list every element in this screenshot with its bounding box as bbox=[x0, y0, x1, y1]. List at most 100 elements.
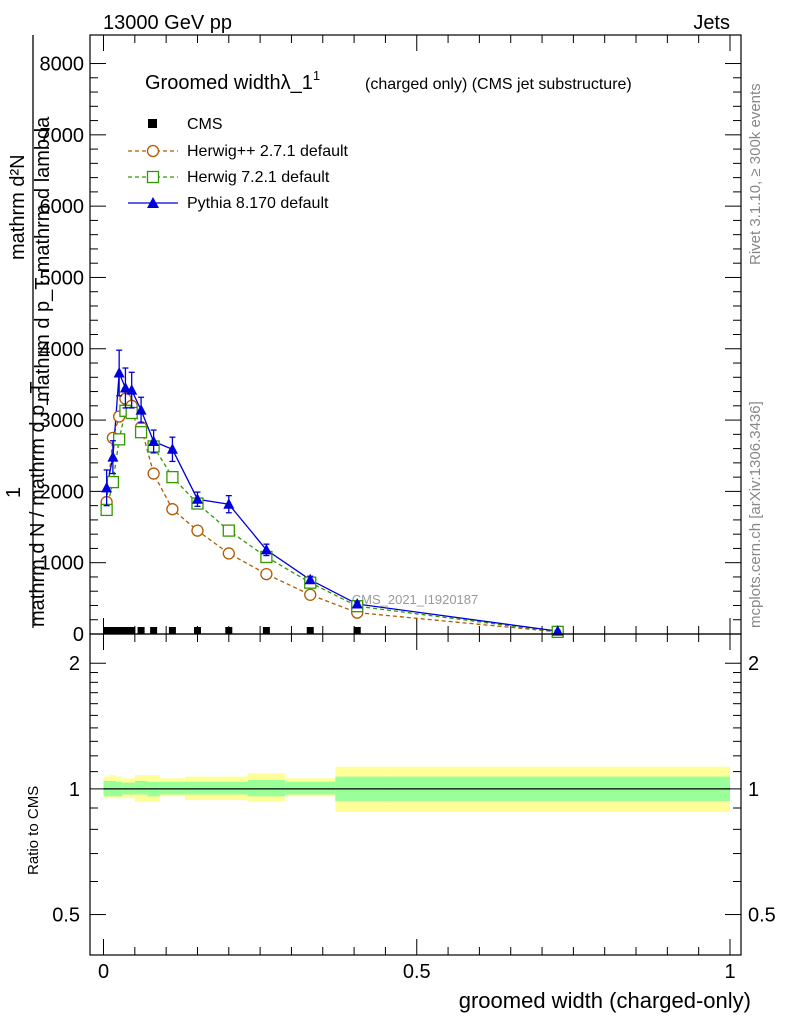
data-point-pythia bbox=[101, 481, 113, 493]
ratio-ticks: 0.5 0.5 1 1 2 2 0 0.5 1 bbox=[52, 634, 776, 983]
ratio-band-stat bbox=[285, 781, 336, 795]
data-point-cms bbox=[353, 627, 361, 634]
data-point-pythia bbox=[107, 451, 119, 462]
mcplots-label: mcplots.cern.ch [arXiv:1306.3436] bbox=[747, 401, 764, 628]
legend-marker-herwigpp bbox=[146, 144, 160, 158]
main-y-tick-label: 6000 bbox=[40, 196, 85, 218]
ratio-band-stat bbox=[247, 780, 286, 797]
data-point-herwig7 bbox=[125, 406, 138, 420]
main-y-tick-label: 5000 bbox=[40, 267, 85, 289]
data-point-cms bbox=[109, 627, 117, 634]
ratio-plot-frame bbox=[89, 633, 742, 956]
data-point-herwigpp bbox=[166, 503, 179, 516]
ratio-band-stat bbox=[210, 781, 248, 795]
data-point-cms bbox=[225, 627, 233, 634]
data-point-pythia bbox=[191, 493, 203, 504]
main-y-tick-label: 8000 bbox=[40, 54, 85, 76]
data-point-cms bbox=[168, 627, 176, 634]
legend-label-cms: CMS bbox=[187, 116, 223, 133]
data-point-herwig7 bbox=[166, 470, 179, 484]
main-y-tick-label: 3000 bbox=[40, 410, 85, 432]
series-line-2 bbox=[105, 409, 558, 633]
legend-marker-cms bbox=[148, 119, 157, 128]
ratio-y-axis-label: Ratio to CMS bbox=[25, 786, 42, 875]
data-point-pythia bbox=[304, 573, 316, 585]
data-point-herwigpp bbox=[260, 567, 273, 581]
header-jets-label: Jets bbox=[693, 12, 730, 34]
data-point-herwig7 bbox=[106, 475, 120, 489]
data-point-herwig7 bbox=[222, 524, 235, 537]
plot-title-sup: 1 bbox=[313, 68, 320, 83]
main-y-tick-label: 0 bbox=[73, 624, 84, 646]
data-point-cms bbox=[306, 627, 314, 634]
ratio-y-tick-label: 2 bbox=[69, 653, 80, 675]
ylabel-one: 1 bbox=[3, 487, 25, 498]
watermark-label: CMS_2021_I1920187 bbox=[352, 592, 479, 607]
data-point-herwig7 bbox=[134, 426, 148, 439]
ratio-band-stat bbox=[159, 781, 185, 795]
ratio-bands bbox=[103, 766, 730, 813]
data-point-pythia bbox=[126, 384, 138, 395]
legend-label-herwig7: Herwig 7.2.1 default bbox=[187, 169, 330, 186]
data-point-herwigpp bbox=[304, 588, 317, 601]
main-y-tick-label: 7000 bbox=[40, 125, 85, 147]
data-point-cms bbox=[137, 627, 145, 634]
ratio-plot-panel: 0.5 0.5 1 1 2 2 0 0.5 1 Ratio to CMS groomed wid… bbox=[25, 633, 776, 1013]
plot-subtitle: (charged only) (CMS jet substructure) bbox=[365, 76, 632, 93]
x-tick-label: 1 bbox=[724, 961, 735, 983]
data-point-pythia bbox=[113, 367, 125, 378]
series-line-3 bbox=[105, 372, 558, 632]
legend-label-herwigpp: Herwig++ 2.7.1 default bbox=[187, 143, 349, 160]
data-point-cms bbox=[128, 627, 136, 634]
data-point-cms bbox=[103, 627, 111, 634]
main-plot-panel: 0 1000 2000 3000 4000 5000 6000 7000 8000 CMS_20… bbox=[3, 34, 742, 646]
legend-marker-pythia bbox=[147, 197, 159, 208]
ratio-y-tick-label-right: 1 bbox=[748, 779, 759, 801]
data-point-pythia bbox=[135, 404, 147, 415]
header-collision-label: 13000 GeV pp bbox=[103, 12, 232, 34]
data-point-cms bbox=[121, 627, 129, 634]
data-point-pythia bbox=[148, 435, 160, 446]
data-point-pythia bbox=[552, 625, 564, 636]
series-layer bbox=[100, 349, 564, 639]
rivet-version-label: Rivet 3.1.10, ≥ 300k events bbox=[747, 83, 764, 265]
data-point-herwigpp bbox=[147, 467, 160, 480]
ylabel-denominator: mathrm d N / mathrm d p_T bbox=[27, 381, 49, 627]
legend: CMS Herwig++ 2.7.1 default Herwig 7.2.1 … bbox=[128, 116, 349, 212]
data-point-herwig7 bbox=[113, 433, 126, 446]
data-point-pythia bbox=[119, 381, 131, 393]
ylabel-numerator: mathrm d²N bbox=[7, 154, 29, 260]
data-point-cms bbox=[193, 627, 201, 634]
main-y-axis-label: mathrm d²N mathrm d p_T mathrm d lambda … bbox=[3, 35, 54, 628]
plot-title-math: λ_1 bbox=[281, 72, 313, 94]
x-tick-label: 0 bbox=[98, 961, 109, 983]
ratio-y-tick-label-right: 0.5 bbox=[748, 905, 776, 927]
data-point-pythia bbox=[223, 498, 235, 509]
data-point-pythia bbox=[351, 598, 363, 609]
series-line-1 bbox=[105, 397, 558, 633]
ylabel-differential: mathrm d p_T mathrm d lambda bbox=[32, 116, 54, 402]
data-point-cms bbox=[115, 627, 123, 634]
plot-title-text: Groomed width bbox=[145, 72, 281, 94]
ratio-y-tick-label-right: 2 bbox=[748, 653, 759, 675]
data-point-herwigpp bbox=[222, 547, 235, 560]
main-ticks: 0 1000 2000 3000 4000 5000 6000 7000 8000 bbox=[40, 35, 741, 646]
data-point-cms bbox=[150, 627, 158, 634]
ratio-band-stat bbox=[134, 780, 148, 795]
ratio-y-tick-label: 0.5 bbox=[52, 905, 80, 927]
data-point-cms bbox=[262, 627, 270, 634]
main-y-tick-label: 2000 bbox=[40, 481, 85, 503]
ratio-y-tick-label: 1 bbox=[69, 779, 80, 801]
main-y-tick-label: 4000 bbox=[40, 339, 85, 361]
x-axis-label: groomed width (charged-only) bbox=[459, 988, 751, 1013]
main-y-tick-label: 1000 bbox=[40, 553, 85, 575]
data-point-herwigpp bbox=[191, 524, 204, 537]
plot-title: Groomed widthλ_11 bbox=[145, 68, 320, 94]
ratio-band-stat bbox=[184, 781, 211, 795]
legend-label-pythia: Pythia 8.170 default bbox=[187, 195, 329, 212]
x-tick-label: 0.5 bbox=[403, 961, 431, 983]
data-point-pythia bbox=[260, 543, 272, 555]
data-point-pythia bbox=[166, 443, 178, 454]
legend-marker-herwig7 bbox=[146, 170, 160, 184]
